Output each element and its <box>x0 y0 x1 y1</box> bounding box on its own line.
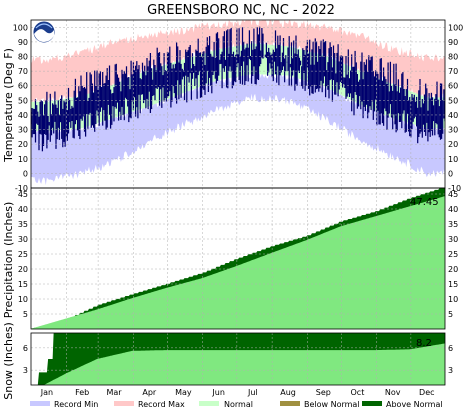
precipitation-tick-right: 5 <box>448 310 453 319</box>
legend-label-normal: Normal <box>224 400 253 409</box>
temperature-tick-right: 100 <box>448 23 463 32</box>
temperature-tick-right: 90 <box>448 38 458 47</box>
month-label-jul: Jul <box>247 388 258 397</box>
precipitation-tick-right: 15 <box>448 280 458 289</box>
month-label-jun: Jun <box>211 388 225 397</box>
temperature-tick-left: 20 <box>18 140 28 149</box>
precipitation-tick-right: 30 <box>448 235 458 244</box>
precipitation-tick-left: 25 <box>18 250 28 259</box>
precipitation-tick-right: 10 <box>448 295 458 304</box>
temperature-tick-right: 80 <box>448 53 458 62</box>
plot-frames <box>30 19 446 386</box>
legend-swatch-below-normal <box>280 401 300 406</box>
legend-swatch-record-max <box>114 401 134 406</box>
temperature-tick-left: 60 <box>18 82 28 91</box>
snow-tick-right: 6 <box>448 344 453 353</box>
temperature-tick-left: -10 <box>15 184 28 193</box>
gridlines <box>31 20 445 385</box>
temperature-tick-left: 30 <box>18 126 28 135</box>
snow-tick-left: 3 <box>23 366 28 375</box>
legend-label-record-max: Record Max <box>138 400 185 409</box>
temperature-tick-right: 60 <box>448 82 458 91</box>
legend-swatch-above-normal <box>362 401 382 406</box>
month-label-may: May <box>175 388 192 397</box>
record-min-band <box>31 70 445 186</box>
temperature-tick-right: 30 <box>448 126 458 135</box>
chart-title: GREENSBORO NC, NC - 2022 <box>147 3 335 18</box>
precipitation-tick-left: 30 <box>18 235 28 244</box>
temperature-tick-right: 40 <box>448 111 458 120</box>
precipitation-tick-right: 45 <box>448 190 458 199</box>
precipitation-tick-right: 35 <box>448 220 458 229</box>
precipitation-tick-left: 40 <box>18 205 28 214</box>
snow-fills <box>31 333 445 385</box>
precipitation-tick-left: 45 <box>18 190 28 199</box>
snow-axis-label: Snow (Inches) <box>2 322 15 400</box>
temperature-axis-label: Temperature (Deg F) <box>2 48 15 163</box>
panel-frame-2 <box>30 332 446 386</box>
month-label-nov: Nov <box>385 388 401 397</box>
precipitation-tick-left: 15 <box>18 280 28 289</box>
noaa-logo <box>32 20 56 44</box>
precipitation-ytd-label: 47.45 <box>410 197 439 208</box>
month-label-sep: Sep <box>316 388 331 397</box>
temperature-tick-left: 10 <box>18 155 28 164</box>
temperature-tick-right: 50 <box>448 96 458 105</box>
temperature-tick-left: 80 <box>18 53 28 62</box>
temperature-tick-left: 70 <box>18 67 28 76</box>
temperature-tick-left: 90 <box>18 38 28 47</box>
panel-frame-1 <box>30 187 446 330</box>
temperature-tick-left: 100 <box>13 23 28 32</box>
legend-swatch-normal <box>199 401 219 406</box>
month-label-mar: Mar <box>106 388 122 397</box>
month-label-aug: Aug <box>280 388 296 397</box>
temperature-tick-right: 20 <box>448 140 458 149</box>
temperature-tick-right: -10 <box>448 184 461 193</box>
snow-tick-right: 3 <box>448 366 453 375</box>
legend-label-above-normal: Above Normal <box>386 400 443 409</box>
month-label-oct: Oct <box>351 388 365 397</box>
precipitation-tick-right: 25 <box>448 250 458 259</box>
temperature-tick-left: 0 <box>23 169 28 178</box>
precipitation-tick-left: 10 <box>18 295 28 304</box>
month-label-feb: Feb <box>75 388 89 397</box>
precipitation-tick-right: 20 <box>448 265 458 274</box>
snow-tick-left: 6 <box>23 344 28 353</box>
temperature-tick-right: 10 <box>448 155 458 164</box>
legend-swatch-record-min <box>30 401 50 406</box>
temperature-tick-right: 70 <box>448 67 458 76</box>
precipitation-tick-left: 20 <box>18 265 28 274</box>
precipitation-axis-label: Precipitation (Inches) <box>2 202 15 319</box>
month-label-apr: Apr <box>142 388 157 397</box>
month-label-jan: Jan <box>40 388 53 397</box>
precipitation-tick-right: 40 <box>448 205 458 214</box>
legend: Record Min Record Max Normal Below Norma… <box>30 400 443 409</box>
temperature-tick-right: 0 <box>448 169 453 178</box>
precipitation-tick-left: 5 <box>23 310 28 319</box>
legend-label-record-min: Record Min <box>54 400 98 409</box>
precipitation-tick-left: 35 <box>18 220 28 229</box>
month-label-dec: Dec <box>419 388 434 397</box>
temperature-tick-left: 50 <box>18 96 28 105</box>
legend-label-below-normal: Below Normal <box>304 400 360 409</box>
temperature-tick-left: 40 <box>18 111 28 120</box>
snow-ytd-label: 8.2 <box>416 338 432 349</box>
